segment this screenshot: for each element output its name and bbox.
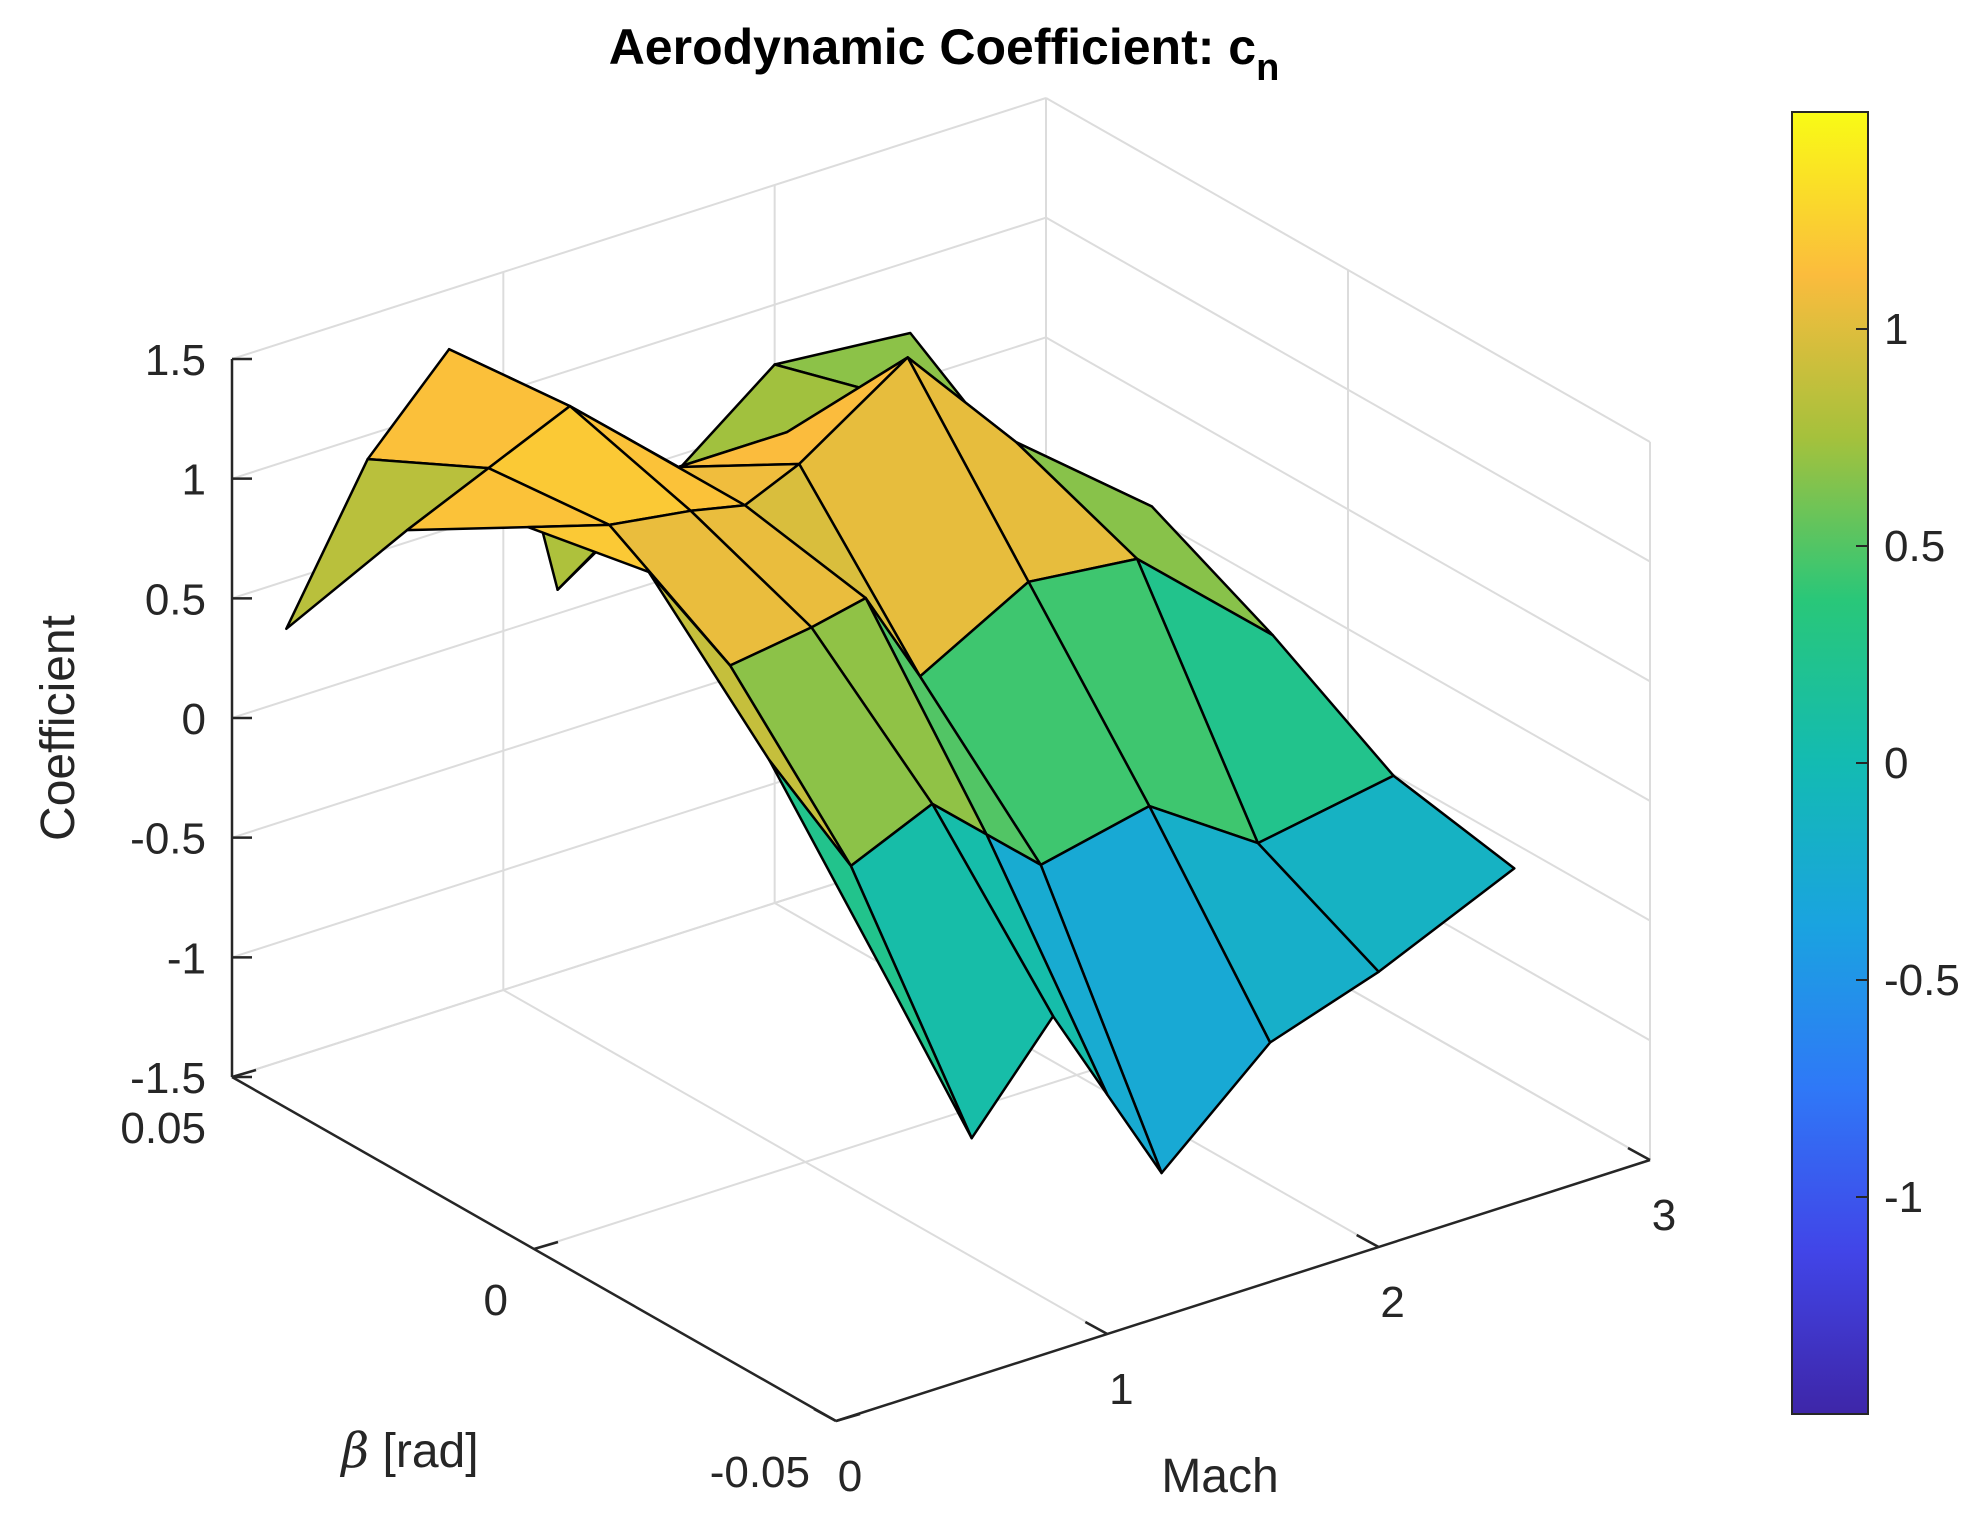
y-tick-mark xyxy=(533,1240,559,1251)
y-tick-label: 0.05 xyxy=(120,1104,206,1153)
surface-patch xyxy=(768,759,973,1140)
surface-patch xyxy=(285,457,490,631)
side-wall-grid-z xyxy=(1045,216,1651,563)
z-tick-label: -1.5 xyxy=(130,1054,206,1103)
y-tick-label: -0.05 xyxy=(710,1448,810,1497)
colorbar-tick-label: 0 xyxy=(1884,739,1908,788)
x-axis-line xyxy=(835,1158,1651,1423)
x-tick-mark xyxy=(1356,1233,1380,1249)
back-wall-grid-z xyxy=(231,216,1047,480)
y-tick-mark xyxy=(835,1412,861,1423)
y-axis-label: β [rad] xyxy=(339,1423,478,1479)
x-tick-label: 0 xyxy=(838,1452,862,1501)
chart-title: Aerodynamic Coefficient: cn xyxy=(609,19,1280,89)
y-axis-label-symbol: β xyxy=(339,1423,369,1479)
side-wall-grid-z xyxy=(1045,336,1651,683)
x-tick-mark xyxy=(1627,1146,1651,1162)
colorbar-tick-label: -0.5 xyxy=(1884,956,1960,1005)
z-tick-label: -1 xyxy=(167,934,206,983)
colorbar-tick-label: 0.5 xyxy=(1884,522,1945,571)
colorbar-tick-label: -1 xyxy=(1884,1173,1923,1222)
colorbar xyxy=(1791,111,1869,1415)
z-tick-label: 0 xyxy=(182,695,206,744)
z-tick-label: 0.5 xyxy=(145,575,206,624)
colorbar-ticks: 1 0.5 0 -0.5 -1 xyxy=(1856,305,1960,1222)
side-wall-grid-z xyxy=(1045,97,1651,443)
z-axis-label: Coefficient xyxy=(32,615,85,841)
x-tick-mark xyxy=(1084,1320,1108,1336)
y-axis-label-unit: [rad] xyxy=(369,1425,478,1478)
x-tick-mark xyxy=(813,1407,837,1423)
back-wall-grid-z xyxy=(231,97,1047,360)
y-tick-label: 0 xyxy=(484,1276,508,1325)
x-tick-label: 3 xyxy=(1652,1191,1676,1240)
z-tick-label: -0.5 xyxy=(130,815,206,864)
z-tick-label: 1.5 xyxy=(145,336,206,385)
chart-title-subscript: n xyxy=(1256,47,1279,89)
x-axis-label: Mach xyxy=(1161,1450,1278,1503)
chart-title-main: Aerodynamic Coefficient: c xyxy=(609,19,1256,75)
tick-layer: 0 1 2 3 0.05 0 -0.05 1.5 1 0.5 0 -0.5 -1 -1.5 xyxy=(120,336,1676,1501)
surface-layer xyxy=(285,331,1516,1175)
x-tick-label: 1 xyxy=(1109,1365,1133,1414)
axis-layer xyxy=(230,357,1651,1423)
z-tick-label: 1 xyxy=(182,456,206,505)
x-tick-label: 2 xyxy=(1380,1278,1404,1327)
colorbar-tick-label: 1 xyxy=(1884,305,1908,354)
